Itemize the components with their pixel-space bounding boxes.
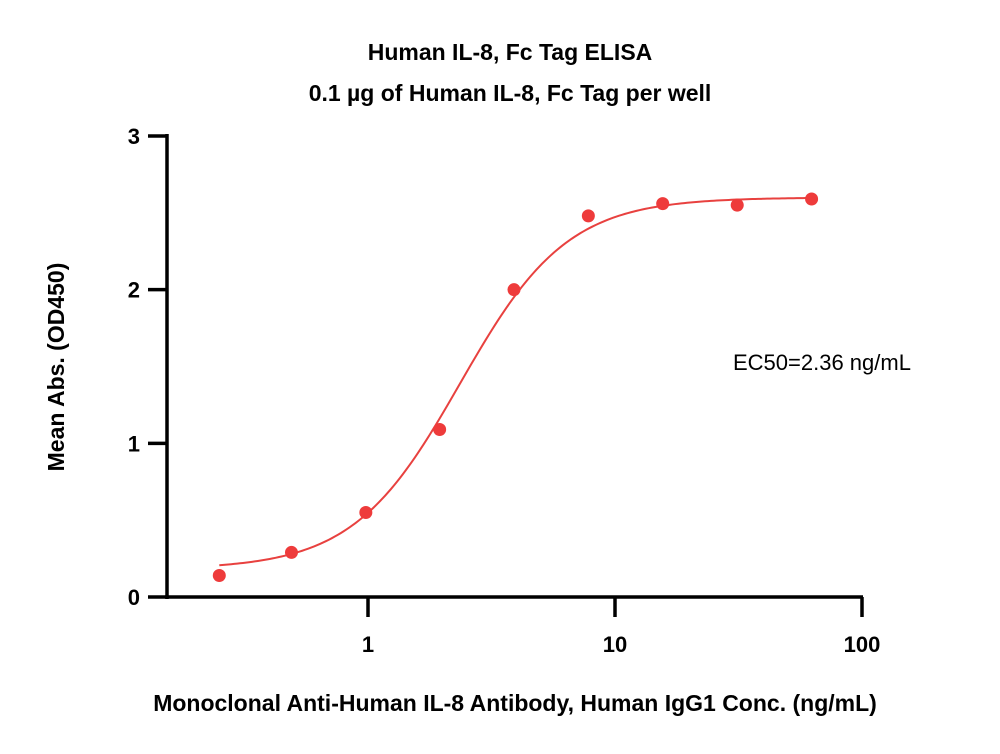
data-point-8 [730,198,744,212]
data-point-6 [581,209,595,223]
chart-subtitle: 0.1 µg of Human IL-8, Fc Tag per well [309,80,712,106]
data-point-1 [212,568,226,582]
data-point-7 [656,197,670,211]
data-point-5 [507,283,521,297]
data-point-9 [805,192,819,206]
data-point-3 [359,505,373,519]
x-tick-label-1: 1 [362,632,374,657]
x-axis-label: Monoclonal Anti-Human IL-8 Antibody, Hum… [153,690,877,716]
x-tick-label-10: 10 [603,632,627,657]
x-axis-ticks: 1 10 100 [362,597,880,657]
data-points [212,192,819,582]
fit-curve [219,197,812,567]
data-point-2 [284,545,298,559]
y-tick-label-3: 3 [128,124,140,149]
ec50-annotation: EC50=2.36 ng/mL [733,350,911,375]
data-point-4 [433,423,447,437]
y-axis-label: Mean Abs. (OD450) [43,263,69,472]
y-tick-label-1: 1 [128,431,140,456]
chart-title: Human IL-8, Fc Tag ELISA [368,39,653,65]
y-axis-ticks: 0 1 2 3 [128,124,167,610]
y-tick-label-2: 2 [128,278,140,303]
x-tick-label-100: 100 [844,632,881,657]
y-tick-label-0: 0 [128,585,140,610]
